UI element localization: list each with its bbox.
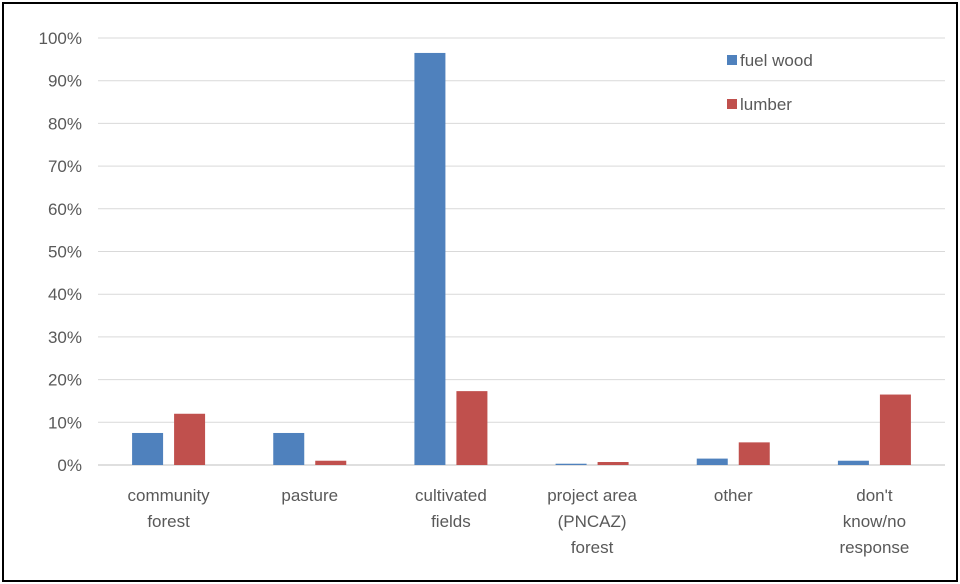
legend-swatch (727, 55, 737, 65)
y-tick-label: 20% (48, 371, 82, 390)
bar-fuel-wood-5 (837, 460, 869, 465)
legend-label: lumber (740, 95, 792, 114)
x-tick-label: (PNCAZ) (558, 512, 627, 531)
bar-lumber-4 (738, 442, 770, 465)
y-tick-label: 40% (48, 285, 82, 304)
bar-lumber-0 (174, 413, 206, 465)
y-tick-label: 60% (48, 200, 82, 219)
x-tick-label: don't (856, 486, 893, 505)
y-tick-label: 50% (48, 243, 82, 262)
x-tick-label: response (839, 538, 909, 557)
x-tick-label: fields (431, 512, 471, 531)
legend-swatch (727, 99, 737, 109)
bar-lumber-5 (879, 394, 911, 465)
bar-fuel-wood-3 (555, 463, 587, 465)
y-tick-label: 10% (48, 413, 82, 432)
bar-fuel-wood-0 (132, 432, 164, 465)
x-tick-label: pasture (281, 486, 338, 505)
x-tick-label: other (714, 486, 753, 505)
bar-lumber-1 (315, 460, 347, 465)
x-tick-label: forest (147, 512, 190, 531)
x-tick-label: cultivated (415, 486, 487, 505)
bar-lumber-2 (456, 391, 488, 465)
y-tick-label: 100% (39, 29, 82, 48)
x-tick-label: project area (547, 486, 637, 505)
bar-fuel-wood-4 (696, 458, 728, 465)
x-tick-label: forest (571, 538, 614, 557)
y-tick-label: 70% (48, 157, 82, 176)
y-tick-label: 30% (48, 328, 82, 347)
legend-label: fuel wood (740, 51, 813, 70)
y-tick-label: 90% (48, 72, 82, 91)
bar-lumber-3 (597, 462, 629, 465)
y-tick-label: 0% (57, 456, 82, 475)
y-tick-label: 80% (48, 114, 82, 133)
x-tick-label: community (127, 486, 210, 505)
x-tick-label: know/no (843, 512, 906, 531)
bar-fuel-wood-2 (414, 52, 446, 465)
bar-fuel-wood-1 (273, 432, 305, 465)
